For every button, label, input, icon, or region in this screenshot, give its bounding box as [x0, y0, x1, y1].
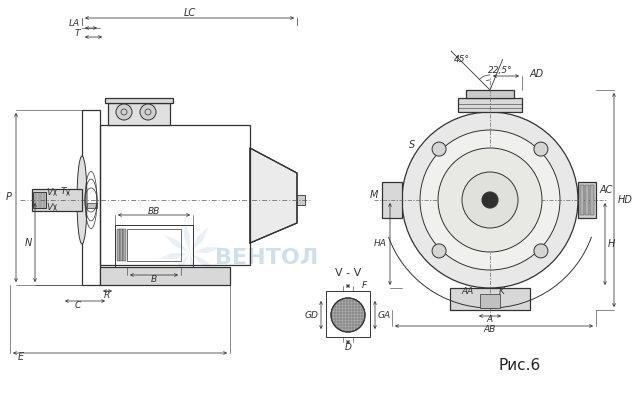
Polygon shape — [184, 222, 190, 253]
Text: HD: HD — [618, 195, 633, 205]
Circle shape — [438, 148, 542, 252]
Circle shape — [420, 130, 560, 270]
Ellipse shape — [77, 156, 87, 244]
Circle shape — [432, 244, 446, 258]
Bar — [326, 291, 370, 337]
Text: M: M — [370, 190, 378, 200]
Bar — [87, 203, 97, 208]
Circle shape — [482, 192, 498, 208]
Bar — [120, 229, 122, 261]
Text: GA: GA — [378, 310, 391, 320]
Circle shape — [116, 104, 132, 120]
Polygon shape — [159, 253, 190, 259]
Text: AB: AB — [484, 325, 496, 334]
Text: K: K — [499, 288, 505, 296]
Circle shape — [402, 112, 578, 288]
Text: C: C — [75, 301, 81, 310]
Text: GD: GD — [304, 310, 318, 320]
Text: 22,5°: 22,5° — [488, 66, 512, 75]
Text: T: T — [74, 29, 80, 39]
Bar — [105, 98, 173, 103]
Text: AD: AD — [530, 69, 544, 79]
Text: AC: AC — [600, 185, 613, 195]
Circle shape — [432, 142, 446, 156]
Bar — [82, 110, 100, 285]
Bar — [585, 185, 589, 215]
Bar — [382, 182, 402, 218]
Bar — [458, 98, 522, 112]
Bar — [100, 267, 230, 285]
Bar — [450, 288, 530, 310]
Bar — [108, 103, 170, 125]
Circle shape — [534, 142, 548, 156]
Text: BB: BB — [148, 206, 160, 215]
Text: 45°: 45° — [454, 55, 470, 64]
Text: S: S — [409, 140, 415, 150]
Bar — [32, 189, 82, 211]
Text: HA: HA — [374, 239, 387, 248]
Bar — [578, 182, 596, 218]
Text: R: R — [104, 290, 110, 299]
Text: F: F — [362, 281, 367, 290]
Bar — [466, 90, 514, 98]
Text: A: A — [487, 316, 493, 325]
Text: T: T — [61, 187, 66, 196]
Text: H: H — [608, 239, 616, 249]
Bar — [127, 229, 181, 261]
Text: E: E — [18, 352, 24, 362]
Text: AA: AA — [462, 288, 474, 296]
Bar — [33, 192, 46, 208]
Text: V - V: V - V — [335, 268, 361, 278]
Bar — [117, 229, 120, 261]
Polygon shape — [164, 235, 190, 253]
Bar — [115, 225, 193, 267]
Polygon shape — [190, 227, 209, 253]
Bar — [580, 185, 584, 215]
Bar — [480, 294, 500, 308]
Text: LA: LA — [69, 20, 80, 29]
Text: B: B — [151, 274, 157, 283]
Polygon shape — [190, 253, 196, 285]
Text: ВЕНТОЛ: ВЕНТОЛ — [215, 248, 318, 268]
Polygon shape — [172, 253, 190, 279]
Text: N: N — [25, 237, 32, 248]
Polygon shape — [190, 253, 216, 271]
Text: V: V — [46, 203, 52, 212]
Text: LC: LC — [184, 8, 196, 18]
Polygon shape — [190, 247, 221, 253]
Bar — [100, 125, 250, 265]
Bar — [590, 185, 594, 215]
Circle shape — [140, 104, 156, 120]
Text: Рис.6: Рис.6 — [499, 358, 541, 373]
Circle shape — [534, 244, 548, 258]
Text: D: D — [344, 343, 351, 351]
Bar — [297, 195, 305, 205]
Bar — [123, 229, 125, 261]
Text: P: P — [6, 193, 12, 202]
Circle shape — [462, 172, 518, 228]
Polygon shape — [250, 148, 297, 243]
Text: V: V — [46, 188, 52, 197]
Circle shape — [331, 298, 365, 332]
